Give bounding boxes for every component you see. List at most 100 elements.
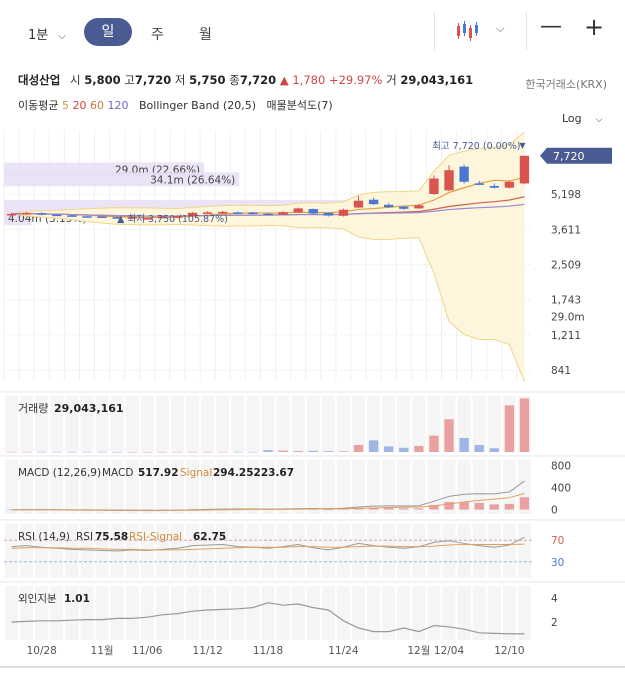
volume-bar — [278, 450, 288, 452]
panel-column — [5, 524, 19, 578]
volume-bar — [399, 447, 409, 452]
date-tick-label: 11/12 — [193, 645, 223, 657]
panel-column — [382, 524, 396, 578]
interval-select[interactable]: 1분 ⌵ — [28, 24, 66, 43]
panel-column — [517, 586, 531, 640]
panel-column — [487, 524, 501, 578]
macd-histogram-bar — [504, 503, 515, 510]
bollinger-fill — [11, 131, 525, 382]
panel-column — [276, 524, 290, 578]
zoom-out-button[interactable]: — — [540, 14, 562, 39]
panel-column — [457, 524, 471, 578]
panel-column — [186, 396, 200, 452]
open-label: 시 — [69, 73, 81, 87]
panel-column — [412, 524, 426, 578]
date-tick-label: 11/18 — [253, 645, 283, 657]
panel-column — [170, 460, 185, 514]
scale-select[interactable]: Log ⌵ — [562, 112, 602, 125]
panel-column — [216, 460, 230, 514]
candle-body — [52, 214, 62, 217]
rsi-value: 75.58 — [95, 531, 128, 543]
volume-profile-label[interactable]: 매물분석도(7) — [266, 99, 333, 112]
macd-value: 517.92 — [138, 467, 179, 479]
panel-column — [170, 524, 185, 578]
candle-body — [37, 213, 47, 215]
bollinger-label[interactable]: Bollinger Band (20,5) — [138, 99, 256, 112]
candle-body — [353, 200, 364, 208]
date-tick-label: 12월 — [407, 645, 430, 657]
candle-body — [127, 217, 137, 219]
macd-signal-line — [11, 492, 525, 511]
foreign-tick-label: 2 — [551, 617, 558, 629]
scale-label: Log — [562, 112, 582, 125]
foreign-value: 1.01 — [64, 593, 90, 605]
panel-column — [65, 396, 79, 452]
panel-column — [155, 396, 169, 452]
panel-column — [487, 586, 501, 640]
foreign-ownership-line — [11, 602, 525, 635]
candlestick-icon[interactable] — [456, 20, 478, 42]
macd-signal-label: Signal — [180, 467, 212, 479]
candle-body — [338, 209, 349, 216]
volume-bar — [127, 451, 137, 453]
volume-bar — [293, 451, 303, 452]
date-tick-label: 10/28 — [27, 645, 57, 657]
close-value: 7,720 — [239, 73, 277, 87]
volume-value: 29,043,161 — [54, 402, 124, 415]
price-tick-label: 1,743 — [551, 295, 581, 307]
volume-bar — [384, 446, 394, 452]
panel-column — [20, 396, 34, 452]
panel-column — [472, 524, 486, 578]
volume-bar — [67, 451, 77, 453]
volume-bar — [429, 435, 439, 452]
candles — [6, 155, 530, 220]
candle-body — [187, 212, 198, 217]
panel-column — [397, 460, 411, 514]
last-price-tag — [540, 147, 612, 164]
volume-panel: 거래량 29,043,161 29.0m — [0, 312, 625, 453]
candle-body — [112, 217, 122, 219]
exchange-label: 한국거래소(KRX) — [525, 78, 607, 91]
volume-bar — [157, 451, 168, 453]
panel-column — [472, 396, 486, 452]
panel-column — [140, 460, 154, 514]
tab-day[interactable]: 일 — [84, 18, 132, 46]
panel-column — [367, 586, 381, 640]
panel-column — [412, 460, 426, 514]
panel-column — [95, 396, 109, 452]
candle-body — [202, 212, 213, 214]
candle-body — [293, 208, 303, 213]
panel-column — [291, 524, 305, 578]
panel-column — [5, 586, 19, 640]
tab-month[interactable]: 월 — [199, 27, 212, 43]
stock-name: 대성산업 — [18, 73, 61, 87]
volume-bar — [459, 438, 469, 452]
volume-bar — [323, 451, 334, 452]
tab-week[interactable]: 주 — [151, 27, 164, 43]
rsi-signal-line — [11, 543, 525, 551]
macd-histogram-bar — [459, 501, 469, 510]
panel-column — [517, 524, 531, 578]
volume-bar — [353, 445, 364, 452]
volume-bar — [202, 451, 213, 453]
panel-column — [125, 586, 139, 640]
price-tick-label: 5,198 — [551, 189, 581, 201]
panel-column — [246, 460, 260, 514]
volume-tick-label: 29.0m — [551, 312, 585, 324]
panel-column — [502, 524, 516, 578]
stock-chart[interactable]: 29.0m (22.66%)34.1m (26.64%)60.9m (47.55… — [0, 130, 625, 686]
panel-column — [140, 396, 154, 452]
volume-title: 거래량 — [18, 402, 48, 415]
panel-column — [50, 586, 64, 640]
panel-column — [246, 586, 260, 640]
panel-column — [412, 586, 426, 640]
chart-style-chevron-icon[interactable]: ⌵ — [496, 22, 505, 35]
ma-label[interactable]: 이동평균 — [18, 99, 59, 112]
price-tick-label: 1,211 — [551, 330, 581, 342]
volume-bar — [474, 445, 484, 452]
panel-column — [321, 460, 335, 514]
panel-column — [231, 460, 245, 514]
zoom-in-button[interactable]: + — [584, 13, 605, 41]
panel-column — [201, 396, 215, 452]
panel-column — [457, 586, 471, 640]
